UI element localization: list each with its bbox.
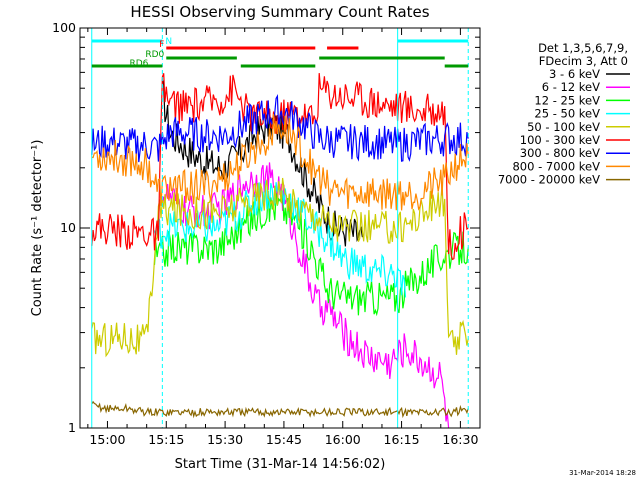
legend-entry-label: 7000 - 20000 keV [498, 173, 600, 187]
x-axis-label: Start Time (31-Mar-14 14:56:02) [175, 457, 386, 472]
vertical-markers [91, 28, 469, 428]
series-line [153, 190, 469, 317]
y-tick-label: 10 [60, 220, 76, 235]
legend-header-line-2: FDecim 3, Att 0 [539, 54, 628, 68]
flag-label: N [165, 37, 172, 47]
x-tick-label: 15:15 [148, 432, 184, 447]
x-tick-label: 16:30 [442, 432, 478, 447]
legend: Det 1,3,5,6,7,9, FDecim 3, Att 0 3 - 6 k… [498, 41, 630, 187]
x-tick-label: 16:00 [325, 432, 361, 447]
legend-entry-label: 800 - 7000 keV [512, 159, 600, 173]
x-tick-label: 15:00 [89, 432, 125, 447]
x-tick-label: 15:45 [266, 432, 302, 447]
x-tick-label: 16:15 [384, 432, 420, 447]
series-line [91, 177, 469, 358]
series-line [91, 114, 469, 211]
series-line [91, 400, 469, 419]
y-tick-label: 100 [52, 20, 76, 35]
axes: 15:00 15:15 15:30 15:45 16:00 16:15 16:30 1 10 10… [52, 20, 481, 447]
legend-entry-label: 3 - 6 keV [549, 67, 600, 81]
flag-label: F [159, 40, 164, 50]
legend-header-line-1: Det 1,3,5,6,7,9, [538, 41, 628, 55]
timestamp: 31-Mar-2014 18:28 [569, 469, 636, 477]
flag-label: RD0 [145, 50, 164, 60]
legend-entry-label: 6 - 12 keV [542, 80, 600, 94]
x-tick-label: 15:30 [207, 432, 243, 447]
y-axis-label: Count Rate (s⁻¹ detector⁻¹) [30, 140, 45, 317]
legend-entry-label: 100 - 300 keV [520, 133, 600, 147]
legend-entry-label: 12 - 25 keV [534, 93, 600, 107]
legend-entry-label: 25 - 50 keV [534, 107, 600, 121]
flag-label: RD6 [129, 59, 148, 69]
series-line [91, 93, 469, 163]
legend-entry-label: 300 - 800 keV [520, 146, 600, 160]
legend-entry-label: 50 - 100 keV [527, 120, 600, 134]
chart-title: HESSI Observing Summary Count Rates [130, 3, 429, 21]
series-layer [91, 73, 469, 429]
y-tick-label: 1 [68, 420, 76, 435]
